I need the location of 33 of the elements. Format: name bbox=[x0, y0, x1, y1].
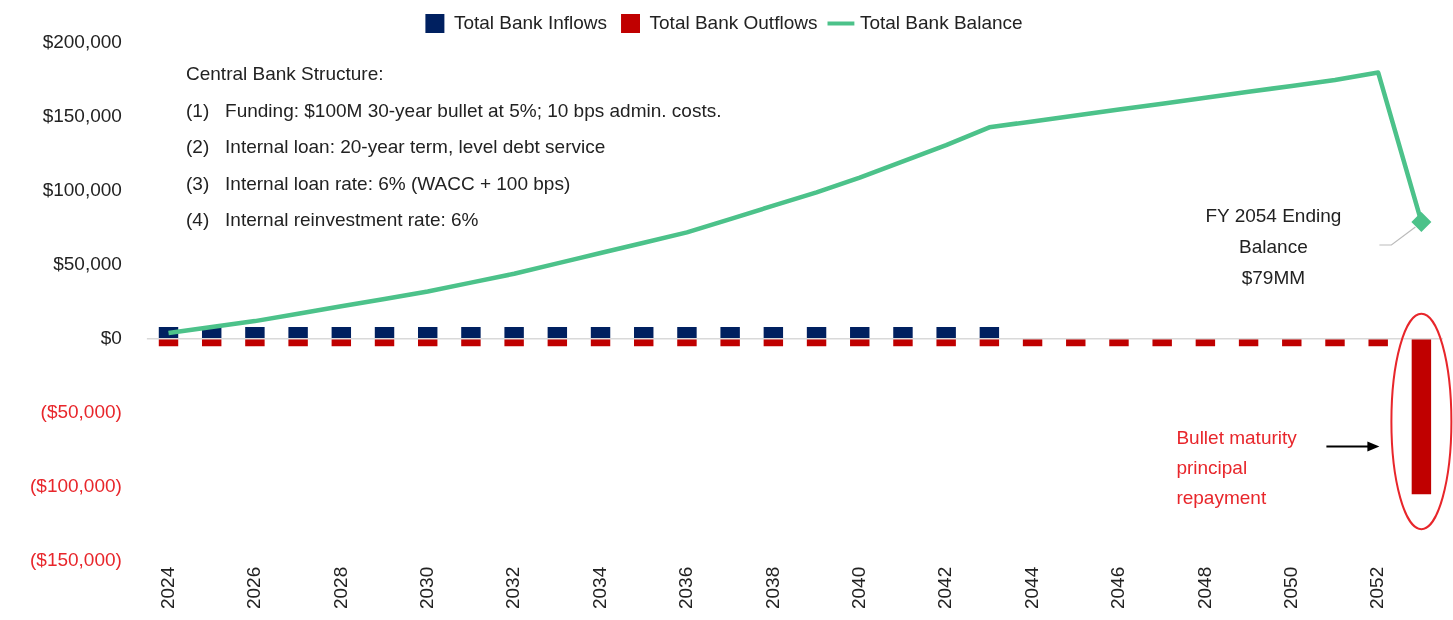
y-tick-label: $200,000 bbox=[42, 31, 122, 53]
x-tick-label: 2034 bbox=[588, 566, 610, 610]
x-tick-label: 2050 bbox=[1280, 566, 1302, 610]
x-tick-label: 2052 bbox=[1366, 566, 1388, 610]
annotation: (2) Internal loan: 20-year term, level debt service bbox=[186, 136, 606, 158]
legend-label: Total Bank Outflows bbox=[649, 11, 818, 33]
y-tick-label: $50,000 bbox=[53, 253, 122, 275]
y-tick-label: $0 bbox=[100, 327, 122, 349]
legend-label: Total Bank Inflows bbox=[453, 11, 608, 33]
x-tick-label: 2048 bbox=[1193, 566, 1215, 610]
x-tick-label: 2042 bbox=[934, 566, 956, 610]
y-tick-label: ($150,000) bbox=[30, 548, 122, 570]
x-tick-label: 2044 bbox=[1020, 566, 1042, 610]
x-tick-label: 2030 bbox=[415, 566, 437, 610]
y-tick-label: ($100,000) bbox=[30, 475, 122, 497]
x-tick-label: 2024 bbox=[156, 566, 178, 610]
y-tick-label: $100,000 bbox=[42, 179, 122, 201]
annotation: (1) Funding: $100M 30-year bullet at 5%; 10 bps admin. costs. bbox=[186, 99, 722, 121]
x-tick-label: 2028 bbox=[329, 566, 351, 610]
x-tick-label: 2036 bbox=[675, 566, 697, 610]
y-tick-label: ($50,000) bbox=[40, 401, 122, 423]
annotation: Bullet maturity principal repayment bbox=[1176, 427, 1298, 509]
annotation: (3) Internal loan rate: 6% (WACC + 100 bps) bbox=[186, 172, 571, 194]
x-tick-label: 2026 bbox=[243, 566, 265, 610]
y-tick-label: $150,000 bbox=[42, 105, 122, 127]
annotation: FY 2054 Ending Balance $79MM bbox=[1205, 205, 1342, 289]
x-tick-label: 2032 bbox=[502, 566, 524, 610]
legend-label: Total Bank Balance bbox=[859, 11, 1023, 33]
x-tick-label: 2040 bbox=[847, 566, 869, 610]
x-tick-label: 2038 bbox=[761, 566, 783, 610]
x-tick-label: 2046 bbox=[1107, 566, 1129, 610]
annotation: Central Bank Structure: bbox=[186, 63, 384, 85]
annotation: (4) Internal reinvestment rate: 6% bbox=[186, 209, 479, 231]
